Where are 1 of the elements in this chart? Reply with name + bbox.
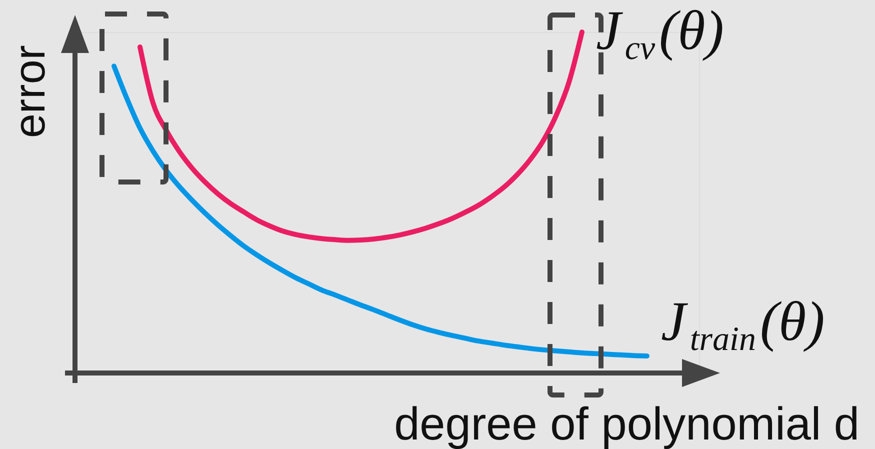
y-axis-title: error <box>6 45 54 138</box>
